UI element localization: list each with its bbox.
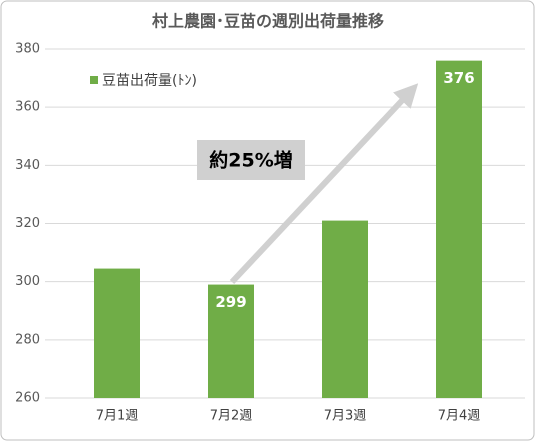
x-tick-label: 7月1週 (96, 409, 139, 424)
x-tick-label: 7月2週 (210, 409, 253, 424)
legend-swatch (90, 76, 98, 84)
y-tick-label: 360 (15, 100, 40, 115)
y-tick-label: 260 (15, 391, 40, 406)
y-tick-label: 280 (15, 332, 40, 347)
plot-area: 260 280 300 320 340 360 380 豆苗出荷量(ﾄﾝ) 7月1週 7月2週 29… (15, 42, 525, 424)
annotation: 約25%増 (209, 149, 292, 172)
chart-title: 村上農園･豆苗の週別出荷量推移 (152, 12, 384, 31)
bar (208, 284, 254, 398)
x-tick-label: 7月3週 (324, 409, 367, 424)
y-tick-label: 380 (15, 42, 40, 57)
bar (94, 268, 140, 398)
data-label: 376 (443, 69, 474, 87)
trend-arrow (229, 83, 419, 285)
bar (322, 220, 368, 398)
annotation-box (197, 140, 305, 180)
bar (436, 60, 482, 399)
y-tick-label: 340 (15, 158, 40, 173)
y-tick-label: 300 (15, 274, 40, 289)
legend-label: 豆苗出荷量(ﾄﾝ) (102, 73, 197, 89)
data-label: 299 (215, 293, 246, 311)
y-tick-label: 320 (15, 216, 40, 231)
x-tick-label: 7月4週 (438, 409, 481, 424)
